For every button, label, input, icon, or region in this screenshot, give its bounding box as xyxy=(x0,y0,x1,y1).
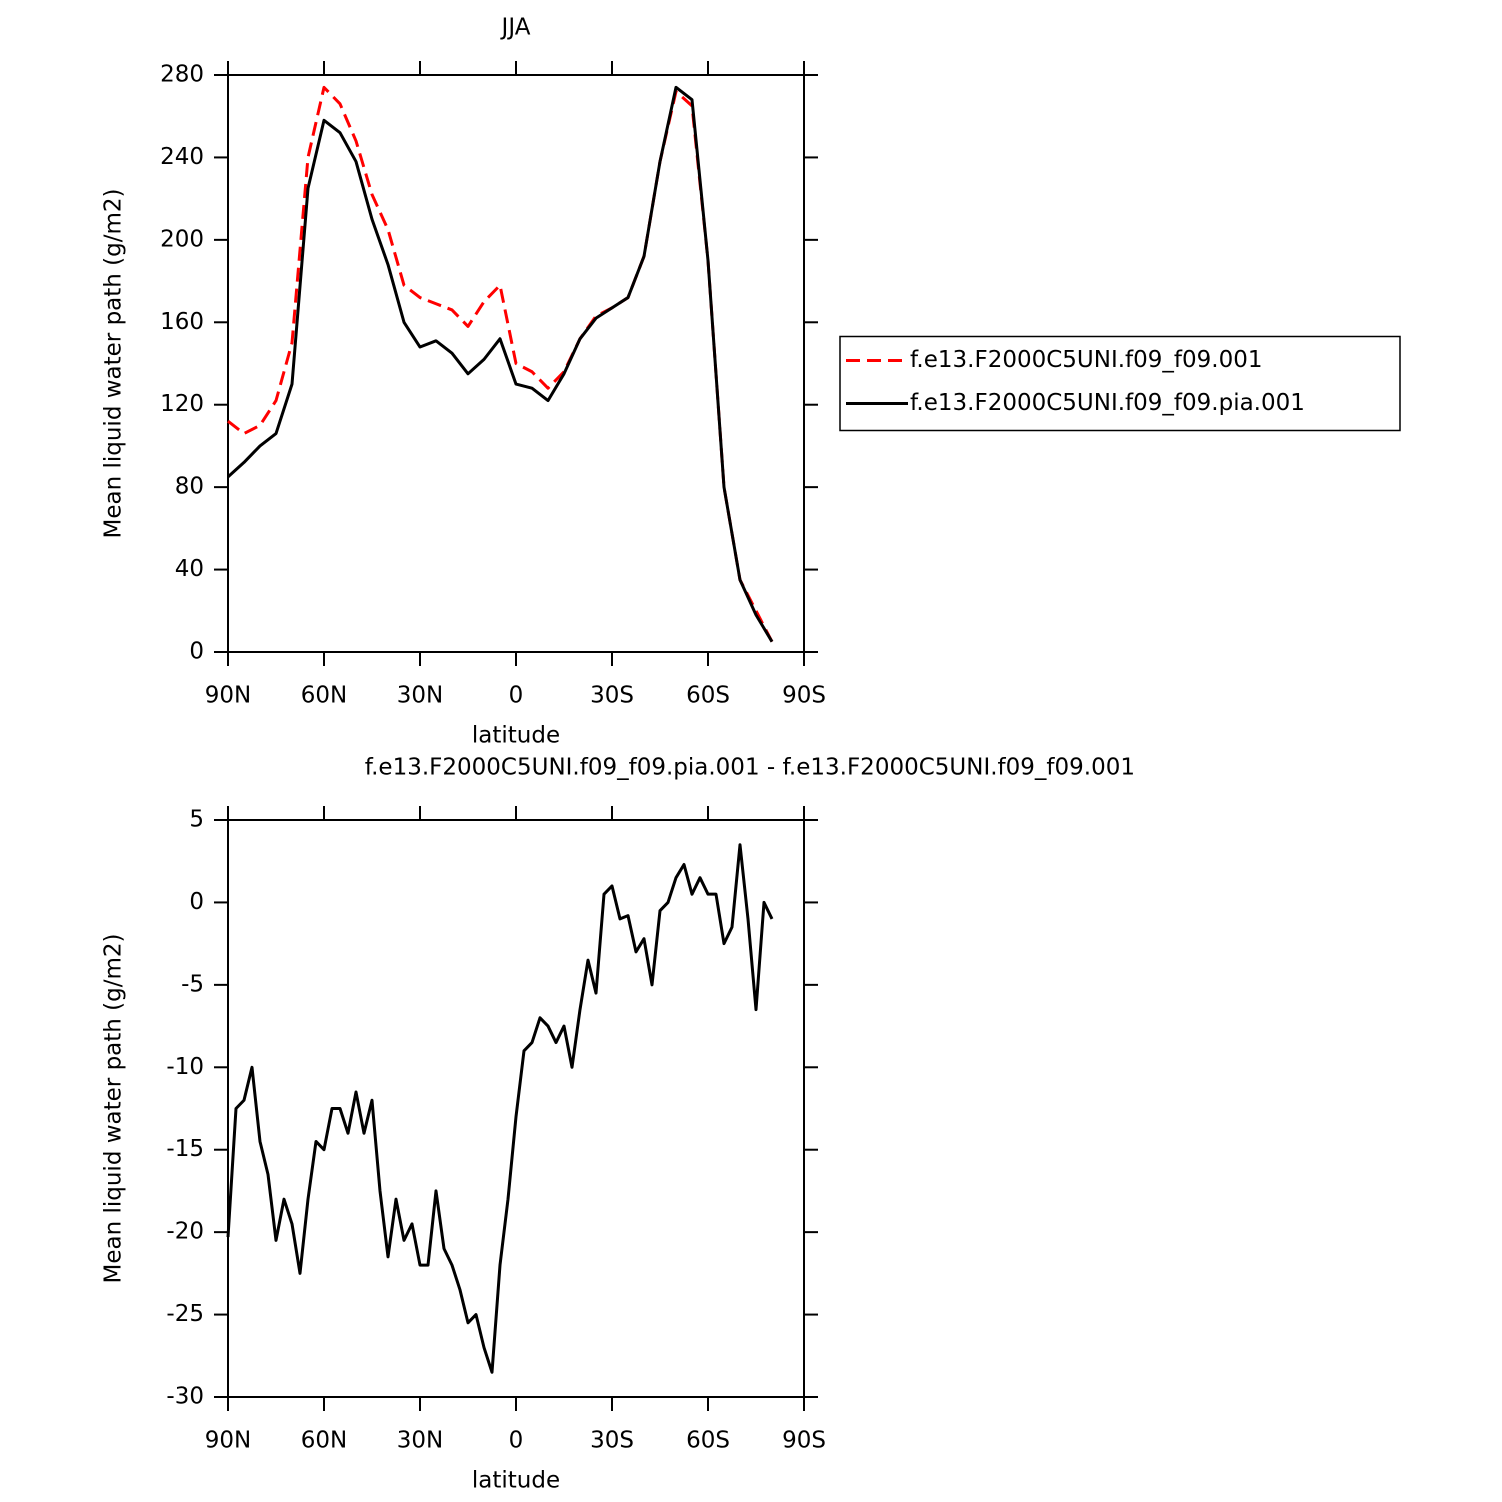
chart-title: f.e13.F2000C5UNI.f09_f09.pia.001 - f.e13… xyxy=(365,755,1135,781)
x-tick-label: 60N xyxy=(301,1428,347,1454)
data-line xyxy=(226,843,774,1374)
data-line xyxy=(226,85,774,643)
x-tick-label: 90S xyxy=(782,683,826,709)
x-tick-label: 30S xyxy=(590,683,634,709)
x-tick-label: 90N xyxy=(205,1428,251,1454)
y-tick-label: 0 xyxy=(189,889,204,915)
y-tick-label: -5 xyxy=(181,971,204,997)
data-line xyxy=(227,85,774,643)
y-tick-label: -15 xyxy=(166,1136,204,1162)
x-tick-label: 0 xyxy=(509,683,524,709)
x-axis-label: latitude xyxy=(472,1468,560,1494)
x-tick-label: 90S xyxy=(782,1428,826,1454)
x-tick-label: 30S xyxy=(590,1428,634,1454)
x-tick-label: 30N xyxy=(397,683,443,709)
y-tick-label: 0 xyxy=(189,639,204,665)
x-tick-label: 30N xyxy=(397,1428,443,1454)
y-tick-label: -10 xyxy=(166,1054,204,1080)
x-tick-label: 60S xyxy=(686,683,730,709)
y-tick-label: 240 xyxy=(160,144,204,170)
x-tick-label: 90N xyxy=(205,683,251,709)
y-tick-label: -30 xyxy=(166,1384,204,1410)
chart-title: JJA xyxy=(500,15,531,41)
legend-label: f.e13.F2000C5UNI.f09_f09.pia.001 xyxy=(910,390,1305,416)
legend-box xyxy=(839,335,1401,432)
y-tick-label: 280 xyxy=(160,62,204,88)
y-tick-label: -25 xyxy=(166,1301,204,1327)
y-tick-label: 120 xyxy=(160,391,204,417)
x-axis-label: latitude xyxy=(472,723,560,749)
y-axis-label: Mean liquid water path (g/m2) xyxy=(101,933,127,1283)
legend-label: f.e13.F2000C5UNI.f09_f09.001 xyxy=(910,347,1263,373)
y-axis-label: Mean liquid water path (g/m2) xyxy=(101,188,127,538)
x-tick-label: 60N xyxy=(301,683,347,709)
y-tick-label: 40 xyxy=(175,556,204,582)
y-tick-label: 200 xyxy=(160,226,204,252)
y-tick-label: -20 xyxy=(166,1219,204,1245)
x-tick-label: 0 xyxy=(509,1428,524,1454)
y-tick-label: 5 xyxy=(189,807,204,833)
x-tick-label: 60S xyxy=(686,1428,730,1454)
y-tick-label: 160 xyxy=(160,309,204,335)
y-tick-label: 80 xyxy=(175,474,204,500)
